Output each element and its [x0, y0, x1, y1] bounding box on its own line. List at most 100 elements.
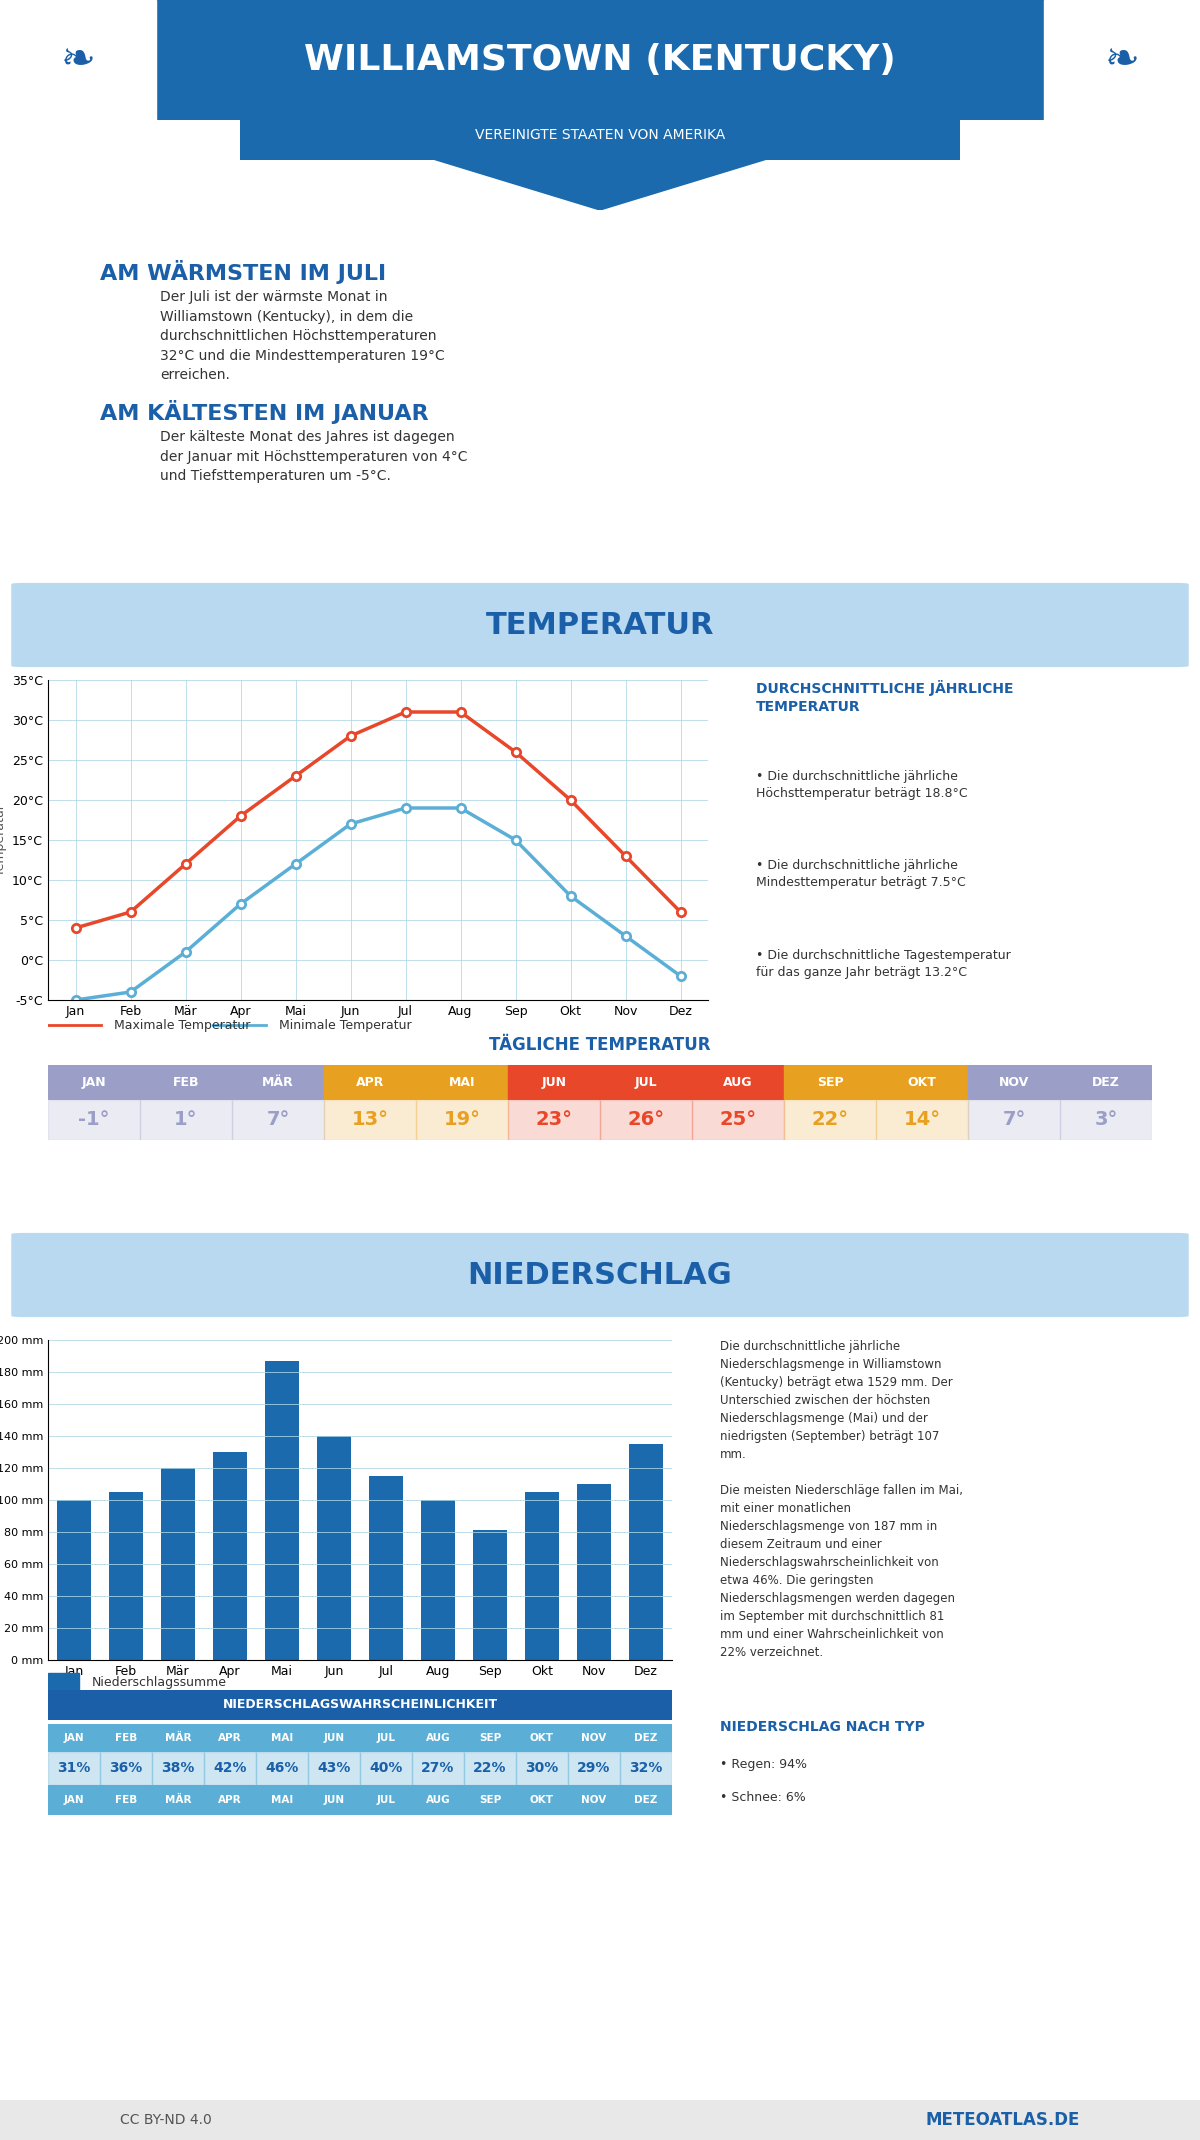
- Text: APR: APR: [218, 1733, 242, 1742]
- Text: JUN: JUN: [324, 1733, 344, 1742]
- Bar: [256, 1785, 308, 1815]
- Bar: [324, 1100, 416, 1141]
- Text: Maximale Temperatur: Maximale Temperatur: [114, 1019, 251, 1031]
- Text: 25°: 25°: [720, 1111, 756, 1130]
- Bar: [48, 1753, 100, 1785]
- Text: NIEDERSCHLAG: NIEDERSCHLAG: [468, 1260, 732, 1290]
- Text: VEREINIGTE STAATEN VON AMERIKA: VEREINIGTE STAATEN VON AMERIKA: [475, 128, 725, 141]
- Bar: [620, 1785, 672, 1815]
- Text: 46%: 46%: [265, 1761, 299, 1776]
- Text: NOV: NOV: [581, 1733, 607, 1742]
- Bar: [600, 1066, 692, 1100]
- Bar: [308, 1785, 360, 1815]
- Bar: [568, 1753, 620, 1785]
- Bar: [412, 1785, 464, 1815]
- Bar: [464, 1725, 516, 1753]
- Text: • Die durchschnittliche Tagestemperatur
für das ganze Jahr beträgt 13.2°C: • Die durchschnittliche Tagestemperatur …: [756, 948, 1010, 978]
- Bar: [692, 1100, 784, 1141]
- Text: FEB: FEB: [115, 1733, 137, 1742]
- Bar: [232, 1100, 324, 1141]
- Bar: [464, 1785, 516, 1815]
- Bar: [620, 1725, 672, 1753]
- Bar: [968, 1066, 1060, 1100]
- Text: 23°: 23°: [535, 1111, 572, 1130]
- Text: • Schnee: 6%: • Schnee: 6%: [720, 1791, 805, 1804]
- Bar: [508, 1066, 600, 1100]
- Y-axis label: Temperatur: Temperatur: [0, 805, 6, 875]
- Text: AUG: AUG: [426, 1733, 450, 1742]
- Text: 40%: 40%: [370, 1761, 403, 1776]
- Text: SEP: SEP: [479, 1795, 502, 1804]
- Text: SEP: SEP: [479, 1733, 502, 1742]
- Text: JAN: JAN: [64, 1733, 84, 1742]
- Text: 1°: 1°: [174, 1111, 198, 1130]
- Text: 30%: 30%: [526, 1761, 559, 1776]
- Bar: [516, 1753, 568, 1785]
- Text: 27%: 27%: [421, 1761, 455, 1776]
- Text: Der Juli ist der wärmste Monat in
Williamstown (Kentucky), in dem die
durchschni: Der Juli ist der wärmste Monat in Willia…: [160, 291, 445, 383]
- Text: • Regen: 94%: • Regen: 94%: [720, 1757, 808, 1772]
- Text: ❧: ❧: [1104, 39, 1140, 81]
- Polygon shape: [420, 154, 780, 210]
- Text: WILLIAMSTOWN (KENTUCKY): WILLIAMSTOWN (KENTUCKY): [304, 43, 896, 77]
- Bar: [48, 1100, 140, 1141]
- Text: FEB: FEB: [115, 1795, 137, 1804]
- Bar: [156, 0, 1044, 120]
- Bar: [48, 1785, 100, 1815]
- Bar: [600, 1100, 692, 1141]
- Text: OKT: OKT: [530, 1733, 554, 1742]
- Bar: [508, 1100, 600, 1141]
- Bar: [1060, 1100, 1152, 1141]
- Bar: [1060, 1066, 1152, 1100]
- Text: SEP: SEP: [817, 1076, 844, 1089]
- Bar: [204, 1725, 256, 1753]
- Text: Der kälteste Monat des Jahres ist dagegen
der Januar mit Höchsttemperaturen von : Der kälteste Monat des Jahres ist dagege…: [160, 430, 468, 484]
- Text: 31%: 31%: [58, 1761, 91, 1776]
- Text: FEB: FEB: [173, 1076, 199, 1089]
- Bar: [48, 1673, 79, 1693]
- Bar: [100, 1785, 152, 1815]
- Text: JAN: JAN: [82, 1076, 107, 1089]
- Text: JUN: JUN: [541, 1076, 566, 1089]
- Bar: [256, 1753, 308, 1785]
- Bar: [0, 0, 156, 120]
- Text: 7°: 7°: [266, 1111, 289, 1130]
- Text: • Die durchschnittliche jährliche
Mindesttemperatur beträgt 7.5°C: • Die durchschnittliche jährliche Mindes…: [756, 858, 966, 890]
- Text: AM WÄRMSTEN IM JULI: AM WÄRMSTEN IM JULI: [100, 259, 386, 285]
- Text: 36%: 36%: [109, 1761, 143, 1776]
- Text: OKT: OKT: [907, 1076, 936, 1089]
- Bar: [308, 1753, 360, 1785]
- Bar: [265, 1361, 299, 1661]
- Text: OKT: OKT: [530, 1795, 554, 1804]
- Text: DEZ: DEZ: [635, 1795, 658, 1804]
- Bar: [204, 1753, 256, 1785]
- Text: METEOATLAS.DE: METEOATLAS.DE: [925, 2110, 1080, 2129]
- Bar: [416, 1100, 508, 1141]
- Text: MÄR: MÄR: [164, 1733, 191, 1744]
- Bar: [204, 1785, 256, 1815]
- Bar: [421, 1500, 455, 1661]
- Text: 42%: 42%: [214, 1761, 247, 1776]
- Text: TÄGLICHE TEMPERATUR: TÄGLICHE TEMPERATUR: [490, 1036, 710, 1055]
- Text: JUL: JUL: [377, 1733, 396, 1742]
- Bar: [692, 1066, 784, 1100]
- Text: -1°: -1°: [78, 1111, 109, 1130]
- Bar: [629, 1444, 662, 1661]
- Text: DEZ: DEZ: [1092, 1076, 1120, 1089]
- Bar: [516, 1785, 568, 1815]
- Text: DEZ: DEZ: [635, 1733, 658, 1742]
- Text: JUN: JUN: [324, 1795, 344, 1804]
- Text: Minimale Temperatur: Minimale Temperatur: [278, 1019, 412, 1031]
- Bar: [152, 1753, 204, 1785]
- Bar: [473, 1530, 506, 1661]
- Bar: [214, 1453, 247, 1661]
- Text: MAI: MAI: [271, 1795, 293, 1804]
- Bar: [109, 1492, 143, 1661]
- Bar: [568, 1725, 620, 1753]
- Text: JAN: JAN: [64, 1795, 84, 1804]
- Bar: [516, 1725, 568, 1753]
- Bar: [360, 1753, 412, 1785]
- Text: 38%: 38%: [161, 1761, 194, 1776]
- Bar: [464, 1753, 516, 1785]
- Bar: [876, 1066, 968, 1100]
